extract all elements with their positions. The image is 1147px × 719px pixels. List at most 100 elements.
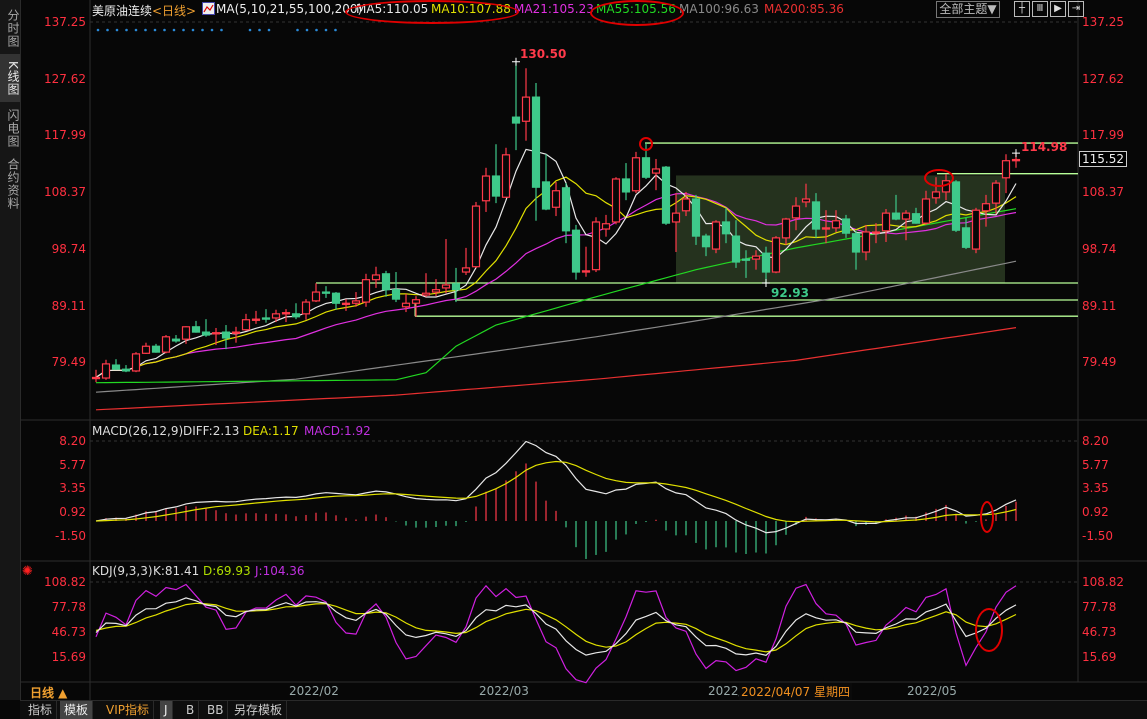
candle-down <box>911 213 921 224</box>
axis-tick-label: 127.62 <box>1082 71 1124 86</box>
recent-high-marker <box>1012 149 1020 158</box>
high-marker <box>512 57 520 66</box>
event-marker-dot <box>324 28 328 32</box>
exit-right-icon[interactable]: ⇥ <box>1068 1 1084 17</box>
vip-indicator-button[interactable]: VIP指标 <box>102 701 154 719</box>
macd-value: MACD:1.92 <box>304 424 371 438</box>
crosshair-icon[interactable]: ┼ <box>1014 1 1030 17</box>
axis-tick-label: 108.82 <box>1082 575 1124 589</box>
axis-tick-label: 46.73 <box>1082 624 1117 639</box>
candle-down <box>201 331 211 336</box>
candle-up <box>751 255 761 260</box>
indicator-button[interactable]: 指标 <box>24 701 58 719</box>
bb-button[interactable]: BB <box>203 701 229 719</box>
candle-up <box>301 301 311 315</box>
axis-tick-label: 89.11 <box>1082 298 1117 313</box>
candle-down <box>381 273 391 291</box>
candle-up <box>581 270 591 273</box>
candle-down <box>331 292 341 304</box>
candle-up <box>241 319 251 331</box>
axis-tick-label: 79.49 <box>51 355 86 370</box>
axis-tick-label: 137.25 <box>1082 15 1124 30</box>
candle-up <box>181 326 191 340</box>
candle-up <box>161 336 171 353</box>
event-marker-dot <box>106 28 109 32</box>
candle-up <box>431 289 441 293</box>
sidebar-tab-contract-info[interactable]: 合约资料 <box>6 158 20 210</box>
sidebar-tab-kline[interactable]: K线图 <box>0 54 20 102</box>
ma-params: MA(5,10,21,55,100,200) <box>216 2 363 16</box>
axis-tick-label: 137.25 <box>44 15 86 30</box>
kdj-settings-icon[interactable]: ✺ <box>22 564 33 579</box>
candle-down <box>961 227 971 248</box>
sidebar-tab-flash[interactable]: 闪电图 <box>6 108 20 148</box>
candle-up <box>861 231 871 253</box>
candle-up <box>551 190 561 208</box>
axis-tick-label: 8.20 <box>1082 433 1109 448</box>
event-marker-dot <box>191 28 195 32</box>
candle-up <box>991 182 1001 204</box>
bottom-toolbar: 指标 模板 VIP指标 J B BB 另存模板 <box>20 700 1147 719</box>
ma200-value: MA200:85.36 <box>764 2 844 16</box>
candle-up <box>921 198 931 224</box>
axis-tick-label: 117.99 <box>1082 128 1124 143</box>
axis-tick-label: 127.62 <box>44 71 86 86</box>
zoom-range-icon[interactable]: Ⅲ <box>1032 1 1048 17</box>
candle-up <box>821 227 831 230</box>
candle-up <box>671 212 681 223</box>
template-button[interactable]: 模板 <box>60 701 94 719</box>
event-marker-dot <box>201 28 204 32</box>
candle-up <box>421 292 431 296</box>
candle-down <box>531 96 541 188</box>
candle-up <box>91 376 101 380</box>
candle-up <box>101 363 111 379</box>
event-marker-dot <box>96 28 100 32</box>
ma100-line <box>95 260 1017 393</box>
theme-dropdown[interactable]: 全部主题▼ <box>936 1 1000 18</box>
indicator-chart-icon[interactable] <box>202 2 215 15</box>
candle-up <box>971 209 981 250</box>
macd-diff-line <box>95 440 1017 534</box>
candle-up <box>801 198 811 203</box>
candle-up <box>631 157 641 192</box>
event-marker-dot <box>182 28 185 32</box>
ma10-line <box>95 176 1017 378</box>
crosshair-date-label: 2022/04/07 星期四 <box>739 683 852 701</box>
candle-down <box>721 221 731 235</box>
candle-up <box>411 299 421 304</box>
candle-down <box>111 364 121 370</box>
candle-up <box>781 218 791 239</box>
ma21-value: MA21:105.23 <box>514 2 594 16</box>
candle-up <box>591 221 601 271</box>
candle-down <box>731 235 741 263</box>
candle-down <box>761 252 771 273</box>
consolidation-box <box>676 175 1005 283</box>
candle-up <box>711 221 721 250</box>
ma55-value: MA55:105.56 <box>596 2 676 16</box>
play-forward-icon[interactable]: ▶ <box>1050 1 1066 17</box>
candle-down <box>741 258 751 261</box>
period-selector[interactable]: 日线 ▲ <box>30 686 68 700</box>
event-marker-dot <box>248 28 252 32</box>
b-button[interactable]: B <box>182 701 200 719</box>
candle-down <box>291 313 301 318</box>
candle-down <box>491 175 501 197</box>
save-template-button[interactable]: 另存模板 <box>230 701 288 719</box>
event-marker-dot <box>220 28 223 32</box>
current-price-box: 115.52 <box>1079 151 1127 167</box>
candle-down <box>221 331 231 339</box>
macd-dea-line <box>95 460 1017 523</box>
j-button[interactable]: J <box>160 701 173 719</box>
kdj-title: KDJ(9,3,3) <box>92 564 153 578</box>
candle-up <box>361 279 371 303</box>
candle-up <box>311 291 321 302</box>
event-marker-dot <box>334 28 337 32</box>
period-label[interactable]: <日线> <box>152 4 197 18</box>
candle-down <box>191 326 201 333</box>
event-marker-dot <box>163 28 166 32</box>
macd-diff-value: DIFF:2.13 <box>183 424 240 438</box>
sidebar-tab-intraday[interactable]: 分时图 <box>6 8 20 48</box>
candle-down <box>691 198 701 237</box>
candle-down <box>621 178 631 193</box>
